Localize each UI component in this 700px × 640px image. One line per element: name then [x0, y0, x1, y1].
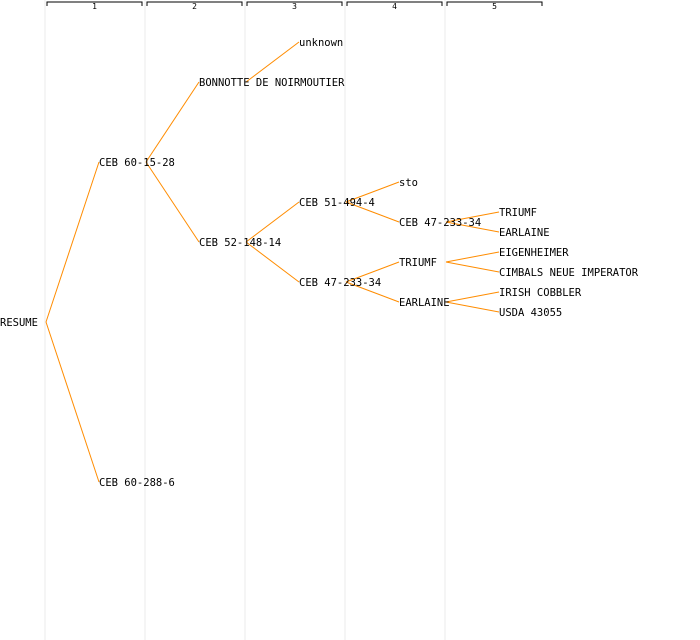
variety-node-label[interactable]: CEB 60-288-6: [99, 477, 175, 489]
generation-column-lines: [44, 0, 446, 640]
pedigree-edge: [245, 201, 300, 243]
pedigree-edge: [445, 301, 500, 313]
variety-node-label[interactable]: TRIUMF: [399, 257, 437, 269]
variety-node-label[interactable]: CEB 60-15-28: [99, 157, 175, 169]
pedigree-edge: [345, 201, 400, 223]
variety-node-label[interactable]: EARLAINE: [399, 297, 450, 309]
variety-node-label[interactable]: TRIUMF: [499, 207, 537, 219]
variety-node-label[interactable]: sto: [399, 177, 418, 189]
pedigree-edge: [445, 211, 500, 223]
pedigree-edge: [445, 221, 500, 233]
pedigree-edge: [245, 241, 300, 283]
pedigree-edge: [445, 251, 500, 263]
variety-node-label[interactable]: IRISH COBBLER: [499, 287, 582, 299]
variety-node-label[interactable]: USDA 43055: [499, 307, 562, 319]
pedigree-edge: [45, 321, 100, 483]
variety-node-label[interactable]: EIGENHEIMER: [499, 247, 569, 259]
pedigree-edge: [145, 161, 200, 243]
generation-number: 4: [392, 2, 397, 11]
variety-node-label[interactable]: CEB 47-233-34: [299, 277, 381, 289]
pedigree-edge: [445, 261, 500, 273]
variety-node-label[interactable]: CEB 52-148-14: [199, 237, 281, 249]
generation-column-headers: 1 2 3 4 5: [46, 1, 543, 11]
pedigree-edge: [245, 41, 300, 83]
generation-bracket: [146, 1, 243, 6]
generation-bracket: [446, 1, 543, 6]
variety-node-label[interactable]: CIMBALS NEUE IMPERATOR: [499, 267, 639, 279]
variety-node-label[interactable]: CEB 51-494-4: [299, 197, 375, 209]
pedigree-edge: [445, 291, 500, 303]
generation-bracket: [46, 1, 143, 6]
pedigree-edge: [345, 261, 400, 283]
pedigree-node-labels: RESUME CEB 60-15-28 CEB 60-288-6 BONNOTTE D…: [0, 37, 639, 489]
pedigree-edges: [45, 41, 500, 483]
variety-node-label[interactable]: CEB 47-233-34: [399, 217, 481, 229]
pedigree-edge: [45, 161, 100, 323]
generation-bracket: [346, 1, 443, 6]
generation-number: 1: [92, 2, 97, 11]
variety-node-label[interactable]: EARLAINE: [499, 227, 550, 239]
pedigree-edge: [345, 281, 400, 303]
variety-node-label[interactable]: unknown: [299, 37, 343, 49]
pedigree-edge: [145, 81, 200, 163]
variety-node-label[interactable]: BONNOTTE DE NOIRMOUTIER: [199, 77, 345, 89]
generation-bracket: [246, 1, 343, 6]
variety-node-label[interactable]: RESUME: [0, 317, 38, 329]
pedigree-edge: [345, 181, 400, 203]
generation-number: 3: [292, 2, 297, 11]
generation-number: 2: [192, 2, 197, 11]
generation-number: 5: [492, 2, 497, 11]
